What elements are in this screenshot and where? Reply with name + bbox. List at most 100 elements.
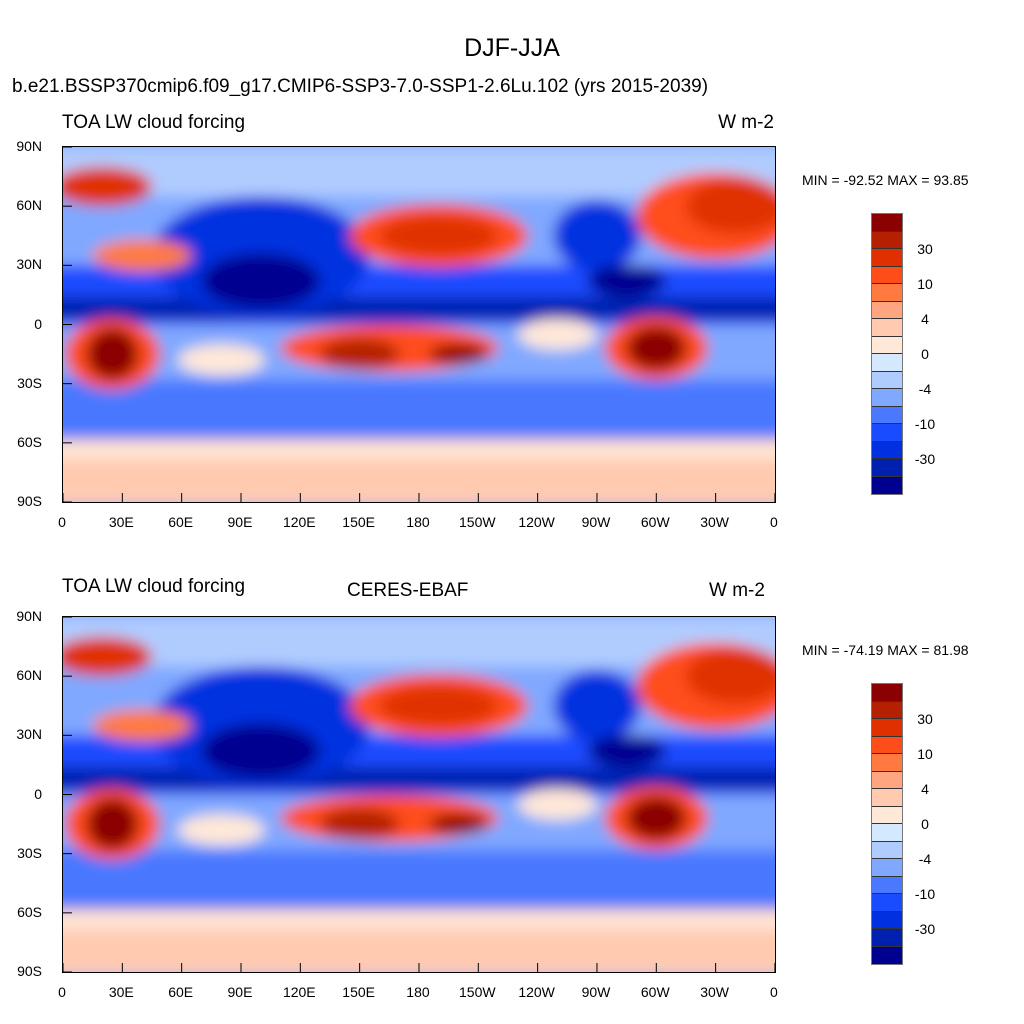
lat-tick-label: 30N — [16, 726, 42, 743]
colorbar-label: 30 — [917, 711, 933, 727]
colorbar-swatch — [872, 301, 902, 319]
colorbar-label: -30 — [914, 451, 936, 467]
panel-left-title: TOA LW cloud forcing — [62, 112, 246, 133]
lat-tick-label: 60S — [17, 904, 42, 920]
colorbar-label: -10 — [914, 886, 936, 902]
field-region — [63, 166, 152, 207]
lon-tick-label: 30E — [108, 514, 134, 530]
lon-tick-label: 30W — [700, 984, 730, 1000]
southern-ocean-band — [63, 849, 775, 913]
field-region — [686, 648, 775, 704]
lat-tick-label: 90S — [17, 493, 42, 510]
colorbar-swatch — [872, 406, 902, 424]
map-obs — [62, 616, 776, 973]
lat-tick-label: 90N — [16, 138, 42, 154]
lon-tick-label: 120W — [518, 984, 555, 1000]
field-region — [553, 200, 641, 272]
lon-tick-label: 150E — [342, 514, 375, 530]
colorbar-swatch — [872, 701, 902, 719]
field-region — [86, 798, 139, 850]
field-region — [587, 265, 667, 297]
lon-tick-label: 90W — [581, 984, 611, 1000]
field-region — [517, 788, 597, 821]
colorbar-swatch — [872, 389, 902, 407]
colorbar-label: 4 — [921, 311, 929, 327]
colorbar-label: 10 — [917, 276, 933, 292]
colorbar-swatch — [872, 459, 902, 477]
lon-tick-label: 90E — [227, 984, 253, 1000]
colorbar-swatch — [872, 354, 902, 372]
lon-tick-label: 0 — [58, 514, 66, 530]
main-title: DJF-JJA — [464, 34, 560, 62]
colorbar-swatch — [872, 771, 902, 789]
colorbar-swatch — [872, 336, 902, 354]
colorbar-swatch — [872, 754, 902, 772]
lat-tick-label: 30N — [16, 256, 42, 273]
panel-units: W m-2 — [718, 112, 774, 133]
colorbar-label: 0 — [921, 816, 929, 832]
panel-left-title: TOA LW cloud forcing — [62, 576, 246, 597]
colorbar-label: -4 — [918, 381, 932, 397]
lon-tick-label: 60E — [168, 514, 194, 530]
lon-tick-label: 180 — [406, 514, 430, 530]
lon-tick-label: 90E — [227, 514, 253, 530]
colorbar-label: -10 — [914, 416, 936, 432]
lon-tick-label: 90W — [581, 514, 611, 530]
colorbar-swatch — [872, 684, 902, 702]
field-region — [517, 318, 597, 351]
lon-tick-label: 180 — [406, 984, 430, 1000]
lon-tick-label: 60W — [640, 514, 670, 530]
field-region — [201, 723, 321, 779]
colorbar — [871, 683, 903, 965]
field-region — [626, 326, 686, 370]
lon-tick-label: 120W — [518, 514, 555, 530]
colorbar-swatch — [872, 911, 902, 929]
field-region — [86, 328, 139, 380]
colorbar-swatch — [872, 719, 902, 737]
lon-tick-label: 150E — [342, 984, 375, 1000]
lat-tick-label: 0 — [34, 315, 42, 332]
colorbar-swatch — [872, 284, 902, 302]
colorbar-label: 10 — [917, 746, 933, 762]
colorbar-label: -4 — [918, 851, 932, 867]
lat-tick-label: 90N — [16, 608, 42, 624]
field-region — [428, 814, 489, 834]
field-region — [686, 178, 775, 234]
lat-tick-label: 60N — [16, 667, 42, 684]
lon-tick-label: 30E — [108, 984, 134, 1000]
lon-tick-label: 150W — [459, 514, 496, 530]
field-region — [92, 239, 192, 272]
panel-center-title: b.e21.BSSP370cmip6.f09_g17.CMIP6-SSP3-7.… — [12, 76, 709, 97]
colorbar-label: 0 — [921, 346, 929, 362]
field-region — [201, 253, 321, 309]
colorbar-swatch — [872, 441, 902, 459]
southern-ocean-band — [63, 379, 775, 443]
lat-tick-label: 0 — [34, 785, 42, 802]
field-region — [626, 796, 686, 840]
lat-tick-label: 60N — [16, 197, 42, 214]
colorbar-swatch — [872, 249, 902, 267]
colorbar-swatch — [872, 824, 902, 842]
field-region — [428, 344, 489, 364]
itcz-band — [63, 766, 775, 791]
colorbar-swatch — [872, 876, 902, 894]
colorbar-swatch — [872, 214, 902, 232]
colorbar — [871, 213, 903, 495]
lat-tick-label: 60S — [17, 434, 42, 450]
field-region — [63, 912, 775, 929]
panel-units: W m-2 — [709, 580, 765, 601]
colorbar-swatch — [872, 736, 902, 754]
lon-tick-label: 120E — [282, 984, 316, 1000]
lat-tick-label: 30S — [17, 374, 42, 391]
field-region — [587, 735, 667, 767]
colorbar-swatch — [872, 929, 902, 947]
colorbar-swatch — [872, 841, 902, 859]
field-region — [553, 670, 641, 742]
colorbar-label: 30 — [917, 241, 933, 257]
field-region — [320, 808, 400, 840]
colorbar-label: 4 — [921, 781, 929, 797]
map-model — [62, 146, 776, 503]
min-max-label: MIN = -74.19 MAX = 81.98 — [802, 642, 969, 658]
field-region — [63, 442, 775, 459]
colorbar-swatch — [872, 894, 902, 912]
